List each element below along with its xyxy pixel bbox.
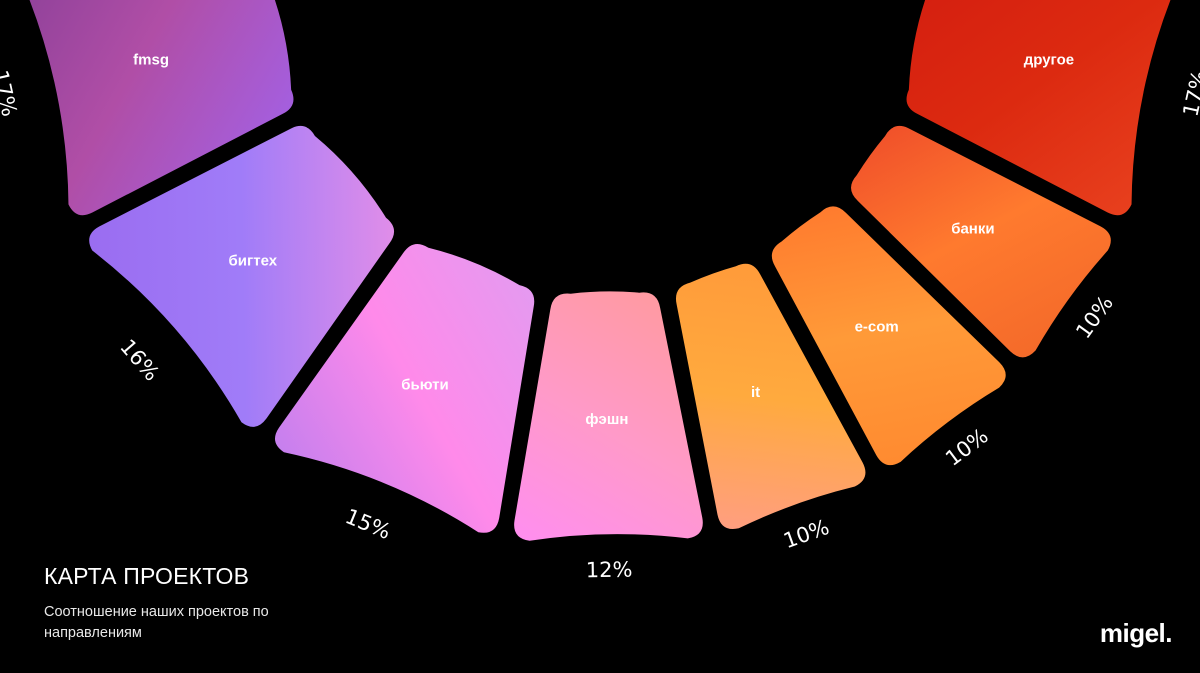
segment-label-e-com: e-com — [855, 318, 899, 335]
segment-бьюти — [274, 243, 535, 533]
segment-label-другое: другое — [1024, 51, 1074, 68]
brand-logo: migel. — [1099, 618, 1173, 648]
segment-другое — [906, 0, 1171, 216]
percent-label-фэшн: 12% — [586, 558, 633, 583]
segment-it — [675, 263, 866, 530]
slide-title: КАРТА ПРОЕКТОВ — [44, 563, 250, 589]
segment-label-fmsg: fmsg — [133, 51, 169, 68]
segment-label-it: it — [751, 384, 760, 401]
percent-label-fmsg: 17% — [0, 68, 22, 119]
percent-label-бьюти: 15% — [342, 504, 394, 544]
percent-label-e-com: 10% — [941, 424, 993, 471]
segment-e-com — [771, 206, 1006, 466]
percent-label-другое: 17% — [1178, 68, 1200, 119]
slide-subtitle: Соотношение наших проектов по направлени… — [44, 604, 269, 641]
segment-fmsg — [29, 0, 294, 216]
segment-label-банки: банки — [951, 220, 994, 237]
segment-label-бьюти: бьюти — [401, 376, 449, 393]
segment-label-фэшн: фэшн — [585, 411, 628, 428]
segment-label-бигтех: бигтех — [229, 253, 278, 270]
segment-фэшн — [514, 291, 703, 541]
segment-банки — [851, 125, 1111, 358]
percent-label-бигтех: 16% — [115, 335, 164, 386]
percent-label-it: 10% — [780, 515, 832, 553]
segment-бигтех — [89, 125, 395, 427]
percent-label-банки: 10% — [1071, 291, 1118, 343]
